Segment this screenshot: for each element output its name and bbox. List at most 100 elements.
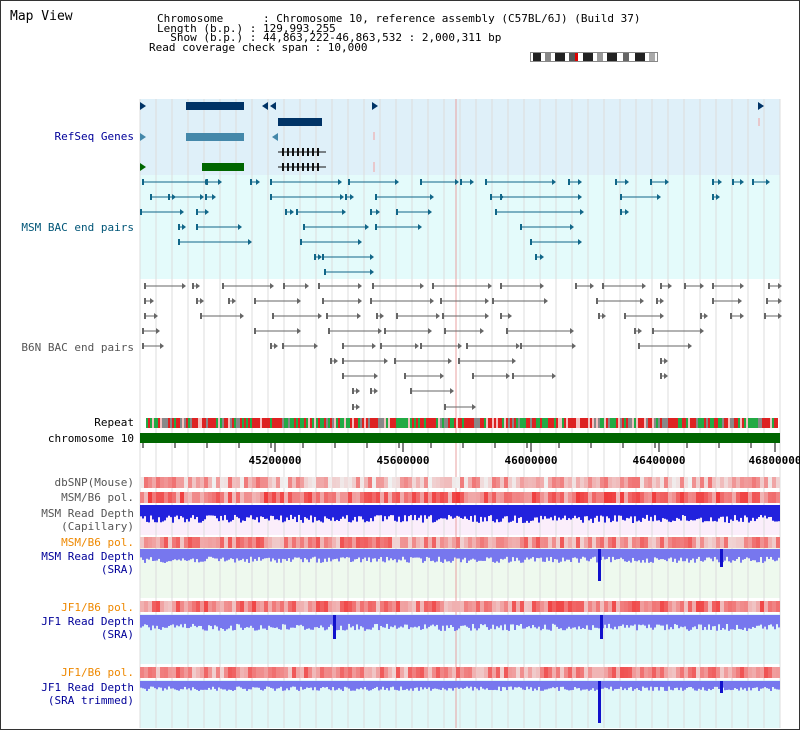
depth-bar (310, 549, 312, 559)
depth-bar (246, 549, 248, 560)
heat-cell (480, 492, 484, 503)
repeat-element (244, 418, 246, 428)
heat-cell (276, 537, 280, 548)
heat-cell (252, 601, 256, 612)
heat-cell (352, 601, 356, 612)
bac-end (420, 343, 422, 349)
depth-bar (584, 549, 586, 558)
depth-bar (500, 681, 502, 691)
coverage-span-info: Read coverage check span : 10,000 (149, 41, 368, 54)
heat-cell (656, 667, 660, 678)
heat-cell (744, 601, 748, 612)
repeat-element (508, 418, 510, 428)
heat-cell (752, 601, 756, 612)
axis-tick-label: 46000000 (504, 454, 558, 467)
depth-bar (496, 615, 498, 627)
repeat-element (176, 418, 178, 428)
heat-cell (716, 537, 720, 548)
bac-end (535, 254, 537, 260)
repeat-element (428, 418, 430, 428)
depth-bar (294, 615, 296, 628)
depth-bar (640, 681, 642, 691)
depth-bar (516, 549, 518, 558)
strand-arrow (372, 102, 378, 110)
repeat-element (686, 418, 688, 428)
depth-bar (186, 615, 188, 629)
heat-cell (696, 492, 700, 503)
bac-end-arrow (430, 194, 434, 200)
heat-cell (776, 667, 780, 678)
depth-bar (332, 505, 334, 518)
repeat-element (222, 418, 224, 428)
depth-bar (476, 549, 478, 562)
depth-bar (192, 615, 194, 624)
depth-bar (460, 615, 462, 626)
heat-cell (680, 477, 684, 488)
gene-block (202, 163, 244, 171)
depth-bar (248, 549, 250, 563)
repeat-element (652, 418, 654, 428)
bac-end-arrow (700, 328, 704, 334)
heat-cell (240, 667, 244, 678)
heat-cell (776, 477, 780, 488)
heat-cell (444, 601, 448, 612)
heat-cell (664, 667, 668, 678)
depth-bar (290, 681, 292, 688)
depth-bar (160, 615, 162, 630)
depth-bar (558, 505, 560, 518)
heat-cell (580, 667, 584, 678)
heat-cell (520, 477, 524, 488)
depth-bar (680, 681, 682, 688)
repeat-element (348, 418, 350, 428)
heat-cell (476, 537, 480, 548)
depth-bar (326, 505, 328, 519)
repeat-element (558, 418, 560, 428)
depth-bar (512, 505, 514, 521)
heat-cell (524, 667, 528, 678)
depth-bar (298, 681, 300, 691)
heat-cell (768, 601, 772, 612)
heat-cell (248, 667, 252, 678)
heat-cell (336, 492, 340, 503)
heat-cell (292, 492, 296, 503)
gridlines (139, 99, 781, 728)
repeat-element (752, 418, 754, 428)
chromosome-ideogram[interactable] (530, 52, 658, 62)
heat-cell (724, 537, 728, 548)
strand-arrow (140, 163, 146, 171)
heat-cell (380, 477, 384, 488)
depth-bar (716, 615, 718, 631)
heat-cell (500, 601, 504, 612)
heat-cell (624, 492, 628, 503)
bac-end (144, 313, 146, 319)
depth-bar (240, 549, 242, 561)
repeat-element (422, 418, 424, 428)
depth-bar (440, 505, 442, 519)
depth-bar (338, 505, 340, 522)
depth-bar (312, 549, 314, 558)
heat-cell (160, 601, 164, 612)
repeat-element (638, 418, 640, 428)
heat-cell (320, 667, 324, 678)
depth-bar (640, 615, 642, 626)
depth-bar (432, 681, 434, 689)
depth-bar (604, 615, 606, 625)
depth-bar (758, 549, 760, 563)
depth-bar (624, 505, 626, 521)
depth-bar (428, 615, 430, 627)
repeat-element (156, 418, 158, 428)
heat-cell (584, 492, 588, 503)
depth-bar (408, 681, 410, 691)
depth-bar (612, 681, 614, 691)
heat-cell (272, 492, 276, 503)
depth-bar (200, 681, 202, 690)
heat-cell (580, 492, 584, 503)
heat-cell (552, 601, 556, 612)
depth-bar (602, 681, 604, 689)
repeat-element (664, 418, 666, 428)
depth-bar (764, 615, 766, 627)
depth-bar (204, 505, 206, 520)
bac-end-arrow (160, 343, 164, 349)
heat-cell (288, 537, 292, 548)
